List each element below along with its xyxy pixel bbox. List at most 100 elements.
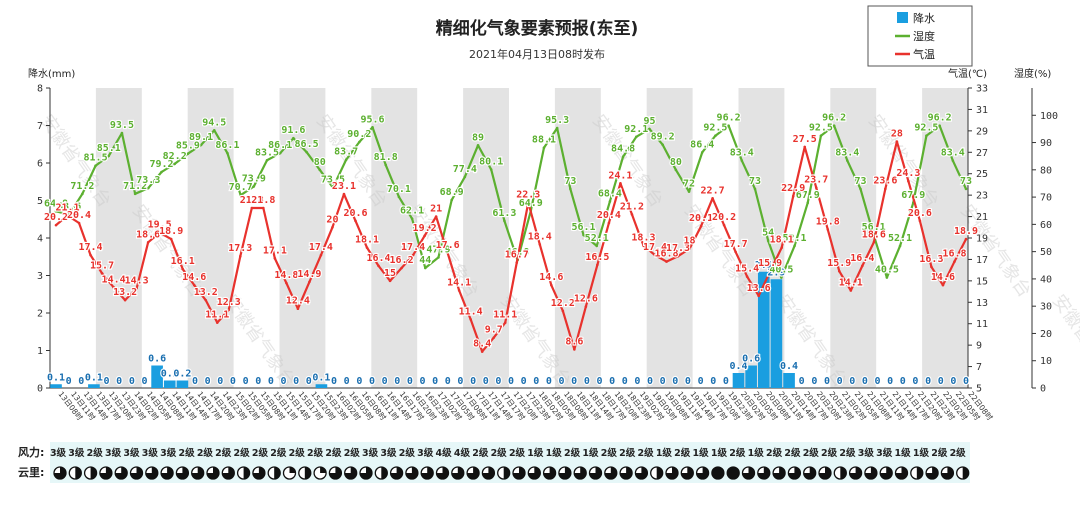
humidity-value-label: 80 [670,157,682,168]
temperature-point [642,244,645,247]
precip-value-label: 0 [811,376,817,387]
cloud-cover-icon [634,466,649,480]
humidity-point [621,155,625,159]
temperature-value-label: 12.6 [574,294,598,305]
precip-value-label: 0 [963,376,969,387]
humidity-value-label: 77.4 [453,164,477,175]
precip-tick-label: 6 [37,159,43,170]
temperature-value-label: 12.3 [217,297,241,308]
cloud-cover-icon [711,466,725,480]
humidity-value-label: 85.1 [97,143,121,154]
cloud-fill [451,467,464,479]
humidity-value-label: 71.2 [70,181,94,192]
legend-temp: 气温 [913,47,935,61]
temperature-point [515,261,519,264]
temperature-value-label: 15 [384,268,396,279]
wind-level: 2级 [491,447,508,459]
cloud-fill [941,467,954,479]
temperature-point [227,308,231,312]
temperature-point [250,206,254,210]
humidity-point [318,168,322,172]
cloud-cover-icon [695,466,710,480]
cloud-cover-icon [741,466,756,480]
precip-value-label: 0 [521,376,527,387]
precip-value-label: 0 [862,376,868,387]
humidity-point [503,219,506,223]
humidity-point [582,233,585,237]
cloud-fill [757,467,770,479]
humidity-value-label: 68.4 [598,188,622,199]
cloud-cover-icon [99,466,113,480]
wind-level: 3级 [160,447,177,459]
temperature-point [400,266,403,270]
precip-value-label: 0.4 [729,361,747,372]
precip-value-label: 0.6 [742,354,760,365]
temperature-point [457,289,461,292]
temperature-value-label: 21.1 [55,203,79,214]
humidity-value-label: 89 [472,132,484,143]
temperature-value-label: 14.6 [182,272,206,283]
wind-level: 1级 [894,447,911,459]
humidity-tick-label: 60 [1040,220,1052,231]
humidity-value-label: 68.9 [440,187,464,198]
wind-level: 3级 [123,447,140,459]
precip-value-label: 0 [596,376,602,387]
cloud-cover-icon [542,466,557,480]
humidity-point [344,158,348,162]
cloud-cover-icon [588,466,603,480]
cloud-fill [161,467,174,479]
temperature-value-label: 15.9 [827,258,851,269]
temperature-point [181,267,185,271]
humidity-value-label: 64.9 [519,198,543,209]
cloud-fill [467,467,480,479]
precip-value-label: 0 [533,376,539,387]
temp-tick-label: 29 [976,126,988,137]
humidity-value-label: 84.8 [611,144,635,155]
temperature-point [722,223,726,227]
cloud-fill [788,467,801,479]
temperature-value-label: 14.6 [539,272,563,283]
cloud-fill [558,467,571,479]
humidity-value-label: 62.1 [400,206,424,217]
cloud-fill [381,467,388,479]
wind-level: 2级 [931,447,948,459]
humidity-point [846,159,849,162]
cloud-cover-icon [191,466,205,480]
day-band [279,88,326,388]
temperature-point [584,305,588,308]
precip-value-label: 0 [685,376,691,387]
temperature-point [192,283,196,287]
temperature-value-label: 12.4 [286,296,310,307]
temperature-value-label: 16.2 [390,255,414,266]
cloud-cover-icon [83,466,98,480]
temperature-value-label: 17.3 [666,243,690,254]
temperature-point [285,281,288,285]
cloud-fill [604,467,617,479]
cloud-cover-icon [879,466,893,480]
cloud-fill [926,467,939,479]
precip-value-label: 0 [382,376,388,387]
humidity-point [358,140,361,144]
precip-value-label: 0 [331,376,337,387]
humidity-point [925,134,928,138]
precip-value-label: 0 [634,376,640,387]
cloud-cover-icon [818,466,832,480]
humidity-point [54,209,58,213]
humidity-point [806,201,810,205]
humidity-value-label: 86.4 [690,139,714,150]
precip-value-label: 0 [420,376,426,387]
wind-level: 3级 [68,447,85,459]
cloud-fill [656,467,663,479]
precip-value-label: 0 [938,376,944,387]
cloud-cover-icon [68,466,82,480]
humidity-value-label: 64.8 [44,198,68,209]
humidity-point [226,151,229,155]
humidity-tick-label: 100 [1040,111,1058,122]
temp-tick-label: 33 [976,84,988,95]
cloud-fill [405,467,418,479]
cloud-fill [320,467,327,473]
temperature-value-label: 13.6 [747,283,771,294]
temp-tick-label: 23 [976,191,988,202]
temperature-value-label: 17.4 [79,242,103,253]
